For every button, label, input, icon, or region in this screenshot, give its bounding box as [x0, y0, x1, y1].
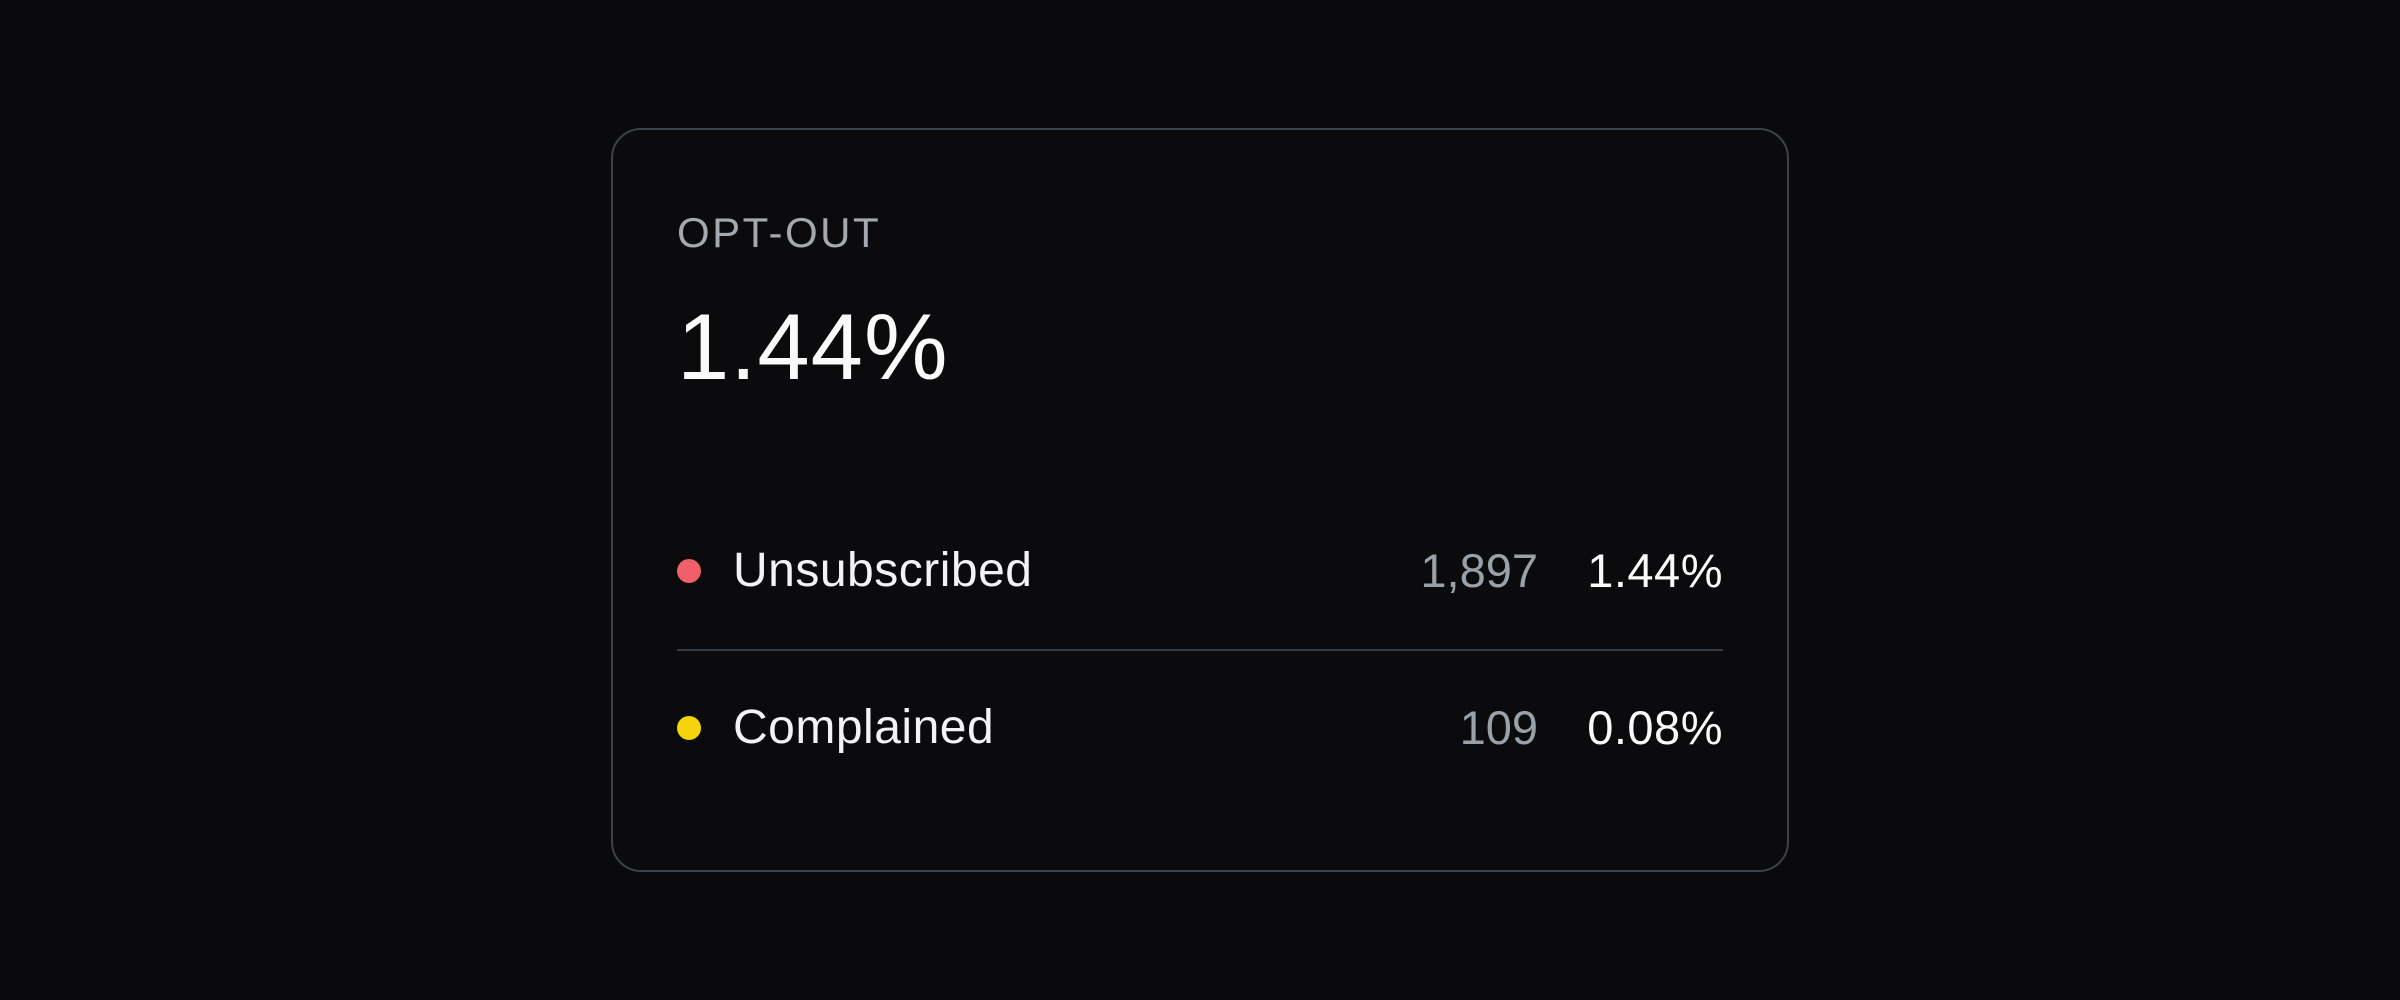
complained-dot-icon — [677, 715, 701, 740]
stat-label: Unsubscribed — [733, 544, 1033, 598]
stat-percent: 1.44% — [1587, 544, 1723, 598]
stat-row-unsubscribed: Unsubscribed 1,897 1.44% — [677, 493, 1723, 649]
stat-row-complained: Complained 109 0.08% — [677, 648, 1723, 805]
stat-count: 109 — [1459, 701, 1538, 755]
unsubscribed-dot-icon — [677, 558, 701, 583]
stat-label: Complained — [733, 701, 995, 755]
stat-count: 1,897 — [1420, 544, 1538, 598]
opt-out-rate-value: 1.44% — [677, 294, 949, 400]
stat-values: 109 0.08% — [1460, 700, 1723, 755]
card-title: OPT-OUT — [677, 209, 882, 256]
stats-list: Unsubscribed 1,897 1.44% Complained 109 … — [677, 493, 1723, 805]
opt-out-stat-card: OPT-OUT 1.44% Unsubscribed 1,897 1.44% C… — [611, 128, 1789, 872]
stat-percent: 0.08% — [1587, 701, 1723, 755]
stat-values: 1,897 1.44% — [1420, 543, 1723, 598]
